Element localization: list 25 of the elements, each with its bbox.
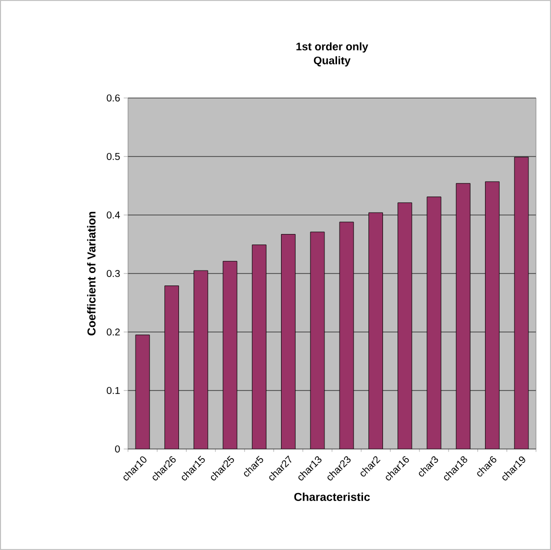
- y-axis-title: Coefficient of Variation: [87, 212, 96, 336]
- x-axis-title: Characteristic: [294, 492, 370, 501]
- chart-title: 1st order only: [296, 42, 368, 53]
- bar: [398, 202, 412, 449]
- y-tick-label: 0.4: [106, 211, 120, 219]
- bar: [164, 286, 179, 449]
- y-tick-label: 0.1: [106, 386, 120, 394]
- bar: [485, 181, 500, 449]
- y-tick-label: 0.6: [106, 94, 120, 102]
- bar: [222, 260, 238, 449]
- bar: [456, 183, 470, 449]
- y-tick-label: 0.5: [106, 152, 120, 160]
- bar: [368, 212, 383, 449]
- bar: [281, 234, 296, 449]
- bar: [135, 334, 150, 449]
- bar: [310, 232, 325, 449]
- bar: [252, 244, 266, 449]
- y-tick-label: 0: [115, 445, 120, 453]
- bar: [339, 222, 354, 449]
- bar: [426, 196, 442, 449]
- y-tick-label: 0.2: [106, 328, 120, 336]
- chart-subtitle: Quality: [314, 56, 351, 66]
- bar: [194, 270, 208, 449]
- y-tick-label: 0.3: [106, 270, 120, 278]
- bar: [514, 156, 529, 449]
